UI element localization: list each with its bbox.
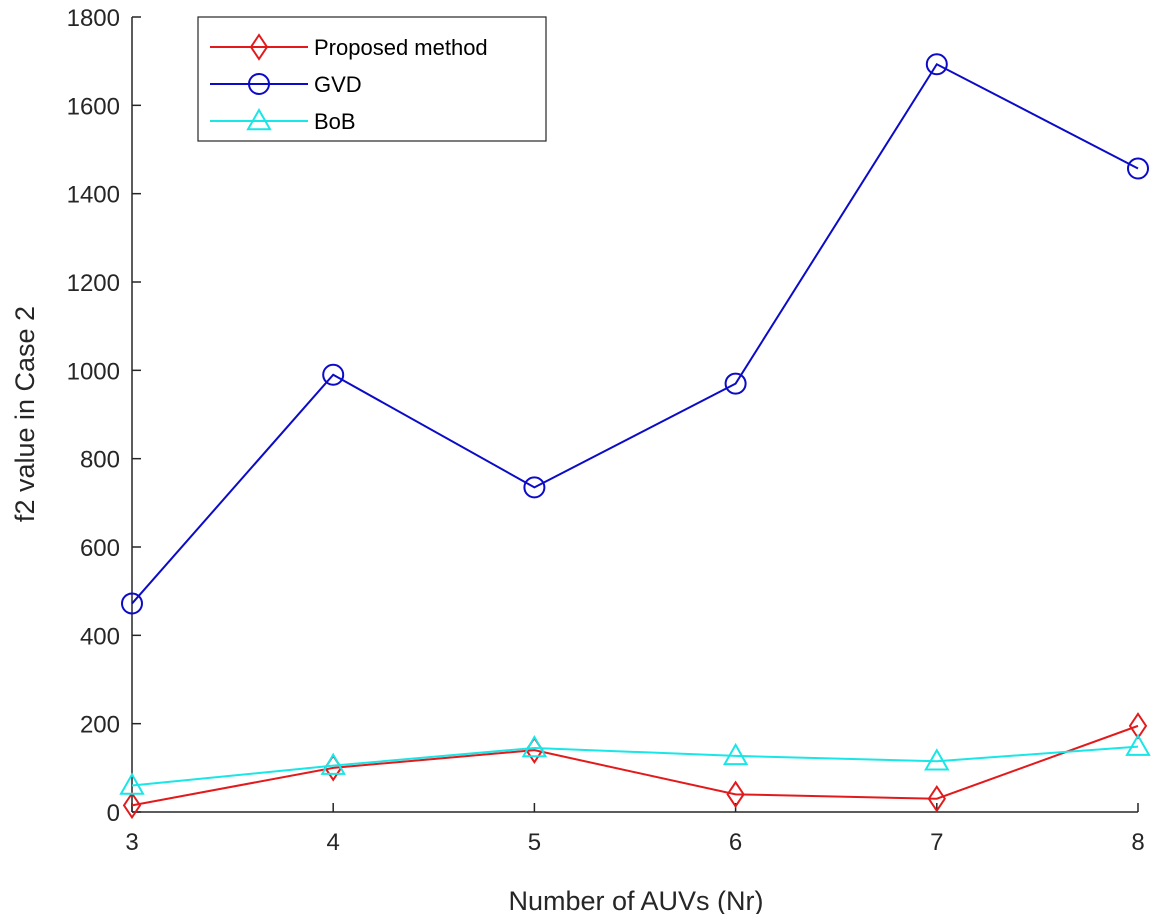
y-tick-label: 400 xyxy=(80,623,120,650)
y-tick-label: 1000 xyxy=(67,358,120,385)
series-line-bob xyxy=(131,745,1139,787)
y-tick-label: 1600 xyxy=(67,93,120,120)
data-point-bob xyxy=(722,742,749,766)
data-point-gvd xyxy=(1127,157,1149,180)
legend: Proposed method GVD BoB xyxy=(197,16,547,142)
x-tick-label: 7 xyxy=(930,829,943,856)
legend-swatch-marker xyxy=(246,107,272,131)
series-gvd xyxy=(121,53,1149,615)
legend-label: GVD xyxy=(314,72,362,97)
series-line-gvd xyxy=(131,62,1139,605)
data-point-gvd xyxy=(925,53,948,76)
x-tick-label: 8 xyxy=(1131,829,1144,856)
axes: 3 4 5 6 7 8 0 200 400 600 800 1000 1200 1400 1600 1800 xyxy=(67,5,1145,856)
legend-items: Proposed method GVD BoB xyxy=(210,33,488,134)
y-tick-label: 800 xyxy=(80,447,120,474)
series-proposed-method xyxy=(122,712,1148,820)
y-ticks: 0 200 400 600 800 1000 1200 1400 1600 1800 xyxy=(67,5,141,827)
series-layer xyxy=(119,53,1151,820)
data-point-proposed-method xyxy=(927,784,947,813)
series-bob xyxy=(119,733,1151,795)
legend-item-gvd: GVD xyxy=(210,72,362,97)
y-tick-label: 1400 xyxy=(67,182,120,209)
legend-item-bob: BoB xyxy=(210,107,356,134)
legend-swatch-marker xyxy=(249,33,269,61)
data-point-bob xyxy=(924,748,950,771)
data-point-bob xyxy=(320,752,346,775)
legend-label: Proposed method xyxy=(314,35,488,60)
data-point-gvd xyxy=(121,592,143,615)
y-tick-label: 1200 xyxy=(67,270,120,297)
data-point-proposed-method xyxy=(726,780,745,809)
data-point-gvd xyxy=(724,372,747,395)
x-tick-label: 4 xyxy=(327,829,340,856)
data-point-bob xyxy=(1125,733,1151,756)
x-tick-label: 5 xyxy=(528,829,541,856)
data-point-gvd xyxy=(322,363,345,386)
y-tick-label: 200 xyxy=(80,712,120,739)
y-tick-label: 0 xyxy=(107,800,120,827)
legend-item-proposed-method: Proposed method xyxy=(210,33,488,61)
data-point-gvd xyxy=(523,476,546,499)
x-tick-label: 6 xyxy=(729,829,742,856)
x-ticks: 3 4 5 6 7 8 xyxy=(125,803,1145,856)
y-tick-label: 600 xyxy=(80,535,120,562)
series-line-proposed-method xyxy=(131,724,1139,807)
y-tick-label: 1800 xyxy=(67,5,120,32)
data-point-proposed-method xyxy=(122,791,142,820)
data-point-bob xyxy=(119,772,145,795)
x-tick-label: 3 xyxy=(125,829,138,856)
y-axis-title: f2 value in Case 2 xyxy=(10,306,40,522)
data-point-bob xyxy=(521,734,548,758)
legend-label: BoB xyxy=(314,109,356,134)
data-point-proposed-method xyxy=(1128,712,1148,740)
legend-swatch-marker xyxy=(248,73,270,95)
x-axis-title: Number of AUVs (Nr) xyxy=(508,886,763,914)
